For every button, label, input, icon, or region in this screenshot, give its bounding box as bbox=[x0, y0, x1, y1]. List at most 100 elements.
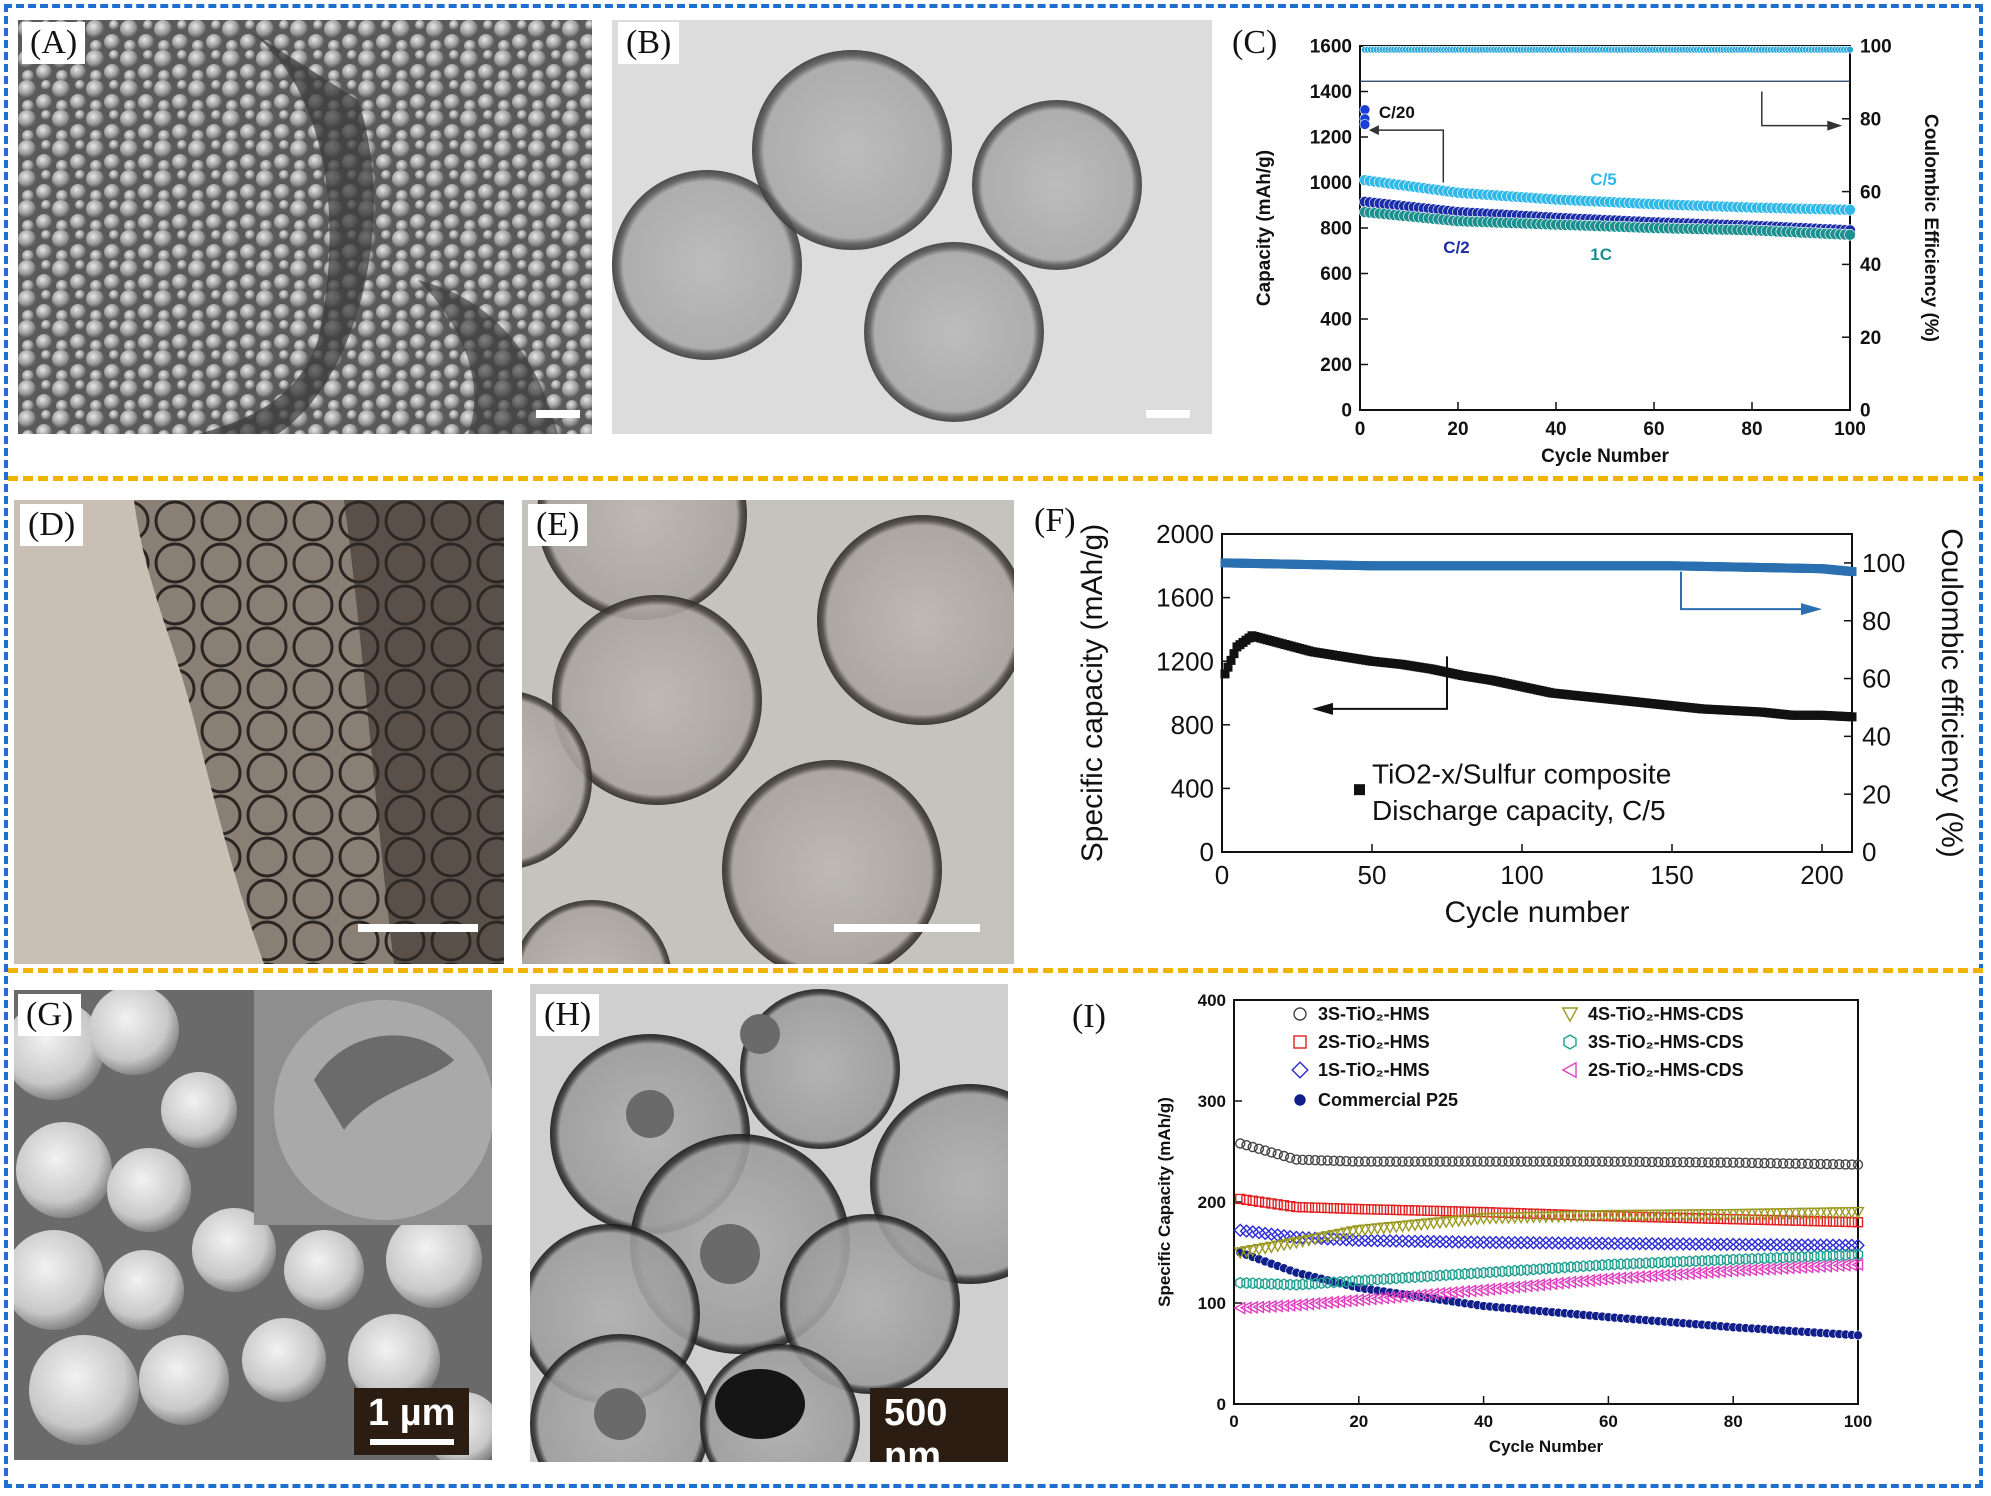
data-point bbox=[1339, 1294, 1352, 1308]
panel-label-e: (E) bbox=[528, 504, 588, 546]
data-point bbox=[1253, 1196, 1265, 1207]
data-point bbox=[1745, 1263, 1758, 1277]
data-point bbox=[1459, 1156, 1471, 1167]
data-point bbox=[1707, 1265, 1720, 1279]
data-point bbox=[1233, 1247, 1247, 1260]
data-point bbox=[1220, 669, 1230, 679]
x-tick-label: 20 bbox=[1349, 1412, 1368, 1431]
data-point bbox=[1547, 1262, 1558, 1275]
y-tick-label: 1600 bbox=[1156, 583, 1214, 613]
data-point bbox=[1645, 1269, 1658, 1283]
legend-text-line1: TiO2-x/Sulfur composite bbox=[1372, 759, 1671, 790]
data-point bbox=[1634, 1257, 1645, 1270]
data-point bbox=[1738, 1237, 1753, 1252]
data-point bbox=[1316, 1277, 1327, 1290]
panel-h-tem-image: 500 nm bbox=[530, 984, 1008, 1462]
data-point bbox=[1615, 1156, 1627, 1167]
data-point bbox=[1420, 1234, 1435, 1249]
data-point bbox=[1846, 45, 1854, 54]
annotation-c5: C/5 bbox=[1590, 170, 1616, 189]
data-point bbox=[1851, 1258, 1864, 1272]
data-point bbox=[1364, 1233, 1379, 1248]
data-point bbox=[1359, 119, 1371, 130]
data-point bbox=[1671, 1255, 1683, 1268]
data-point bbox=[1576, 1274, 1589, 1288]
data-point bbox=[1657, 1237, 1672, 1251]
scale-bar-label: 500 nm bbox=[884, 1392, 948, 1462]
data-point bbox=[1801, 1260, 1814, 1274]
data-point bbox=[1520, 1235, 1535, 1250]
data-point bbox=[1757, 1237, 1772, 1252]
data-point bbox=[1846, 1248, 1857, 1261]
data-point bbox=[1351, 1233, 1366, 1248]
data-point bbox=[1490, 1207, 1502, 1218]
data-point bbox=[1582, 1273, 1595, 1288]
chart-f: 0 50 100 150 2000400800120016002000020406080… bbox=[1076, 519, 1968, 929]
data-point bbox=[1403, 1271, 1414, 1284]
data-point bbox=[1439, 1286, 1452, 1300]
data-point bbox=[1688, 1266, 1701, 1280]
arrowhead-capacity bbox=[1312, 702, 1333, 715]
arrowhead-ce bbox=[1801, 603, 1822, 616]
data-point bbox=[1746, 1157, 1758, 1169]
data-point bbox=[1534, 1263, 1545, 1276]
data-point bbox=[1633, 1209, 1647, 1222]
data-point bbox=[1796, 1250, 1808, 1263]
data-point bbox=[1659, 1256, 1670, 1269]
y-tick-label: 0 bbox=[1200, 837, 1214, 867]
data-point bbox=[1626, 1236, 1641, 1251]
scale-bar-line bbox=[369, 1439, 454, 1445]
data-point bbox=[1688, 1237, 1703, 1251]
data-point bbox=[1614, 1271, 1627, 1285]
y-tick-label: 100 bbox=[1198, 1294, 1226, 1313]
data-point bbox=[1609, 1156, 1620, 1167]
data-point bbox=[1645, 1209, 1659, 1222]
data-point bbox=[1539, 1236, 1553, 1250]
data-point bbox=[1534, 1156, 1545, 1167]
panel-label-g: (G) bbox=[18, 994, 82, 1036]
data-point bbox=[1303, 1278, 1315, 1290]
data-point bbox=[1745, 1208, 1759, 1221]
data-point bbox=[1391, 1156, 1402, 1167]
data-point bbox=[1514, 1212, 1528, 1225]
data-point bbox=[1465, 1267, 1477, 1280]
data-point bbox=[1532, 1278, 1545, 1292]
legend-marker bbox=[1354, 784, 1365, 796]
data-point bbox=[1847, 567, 1857, 577]
data-point bbox=[1291, 1201, 1302, 1213]
data-point bbox=[1695, 1237, 1709, 1252]
data-point bbox=[1358, 1233, 1372, 1248]
data-point bbox=[1284, 1152, 1296, 1163]
data-point bbox=[1389, 1234, 1404, 1248]
data-point bbox=[1553, 1261, 1564, 1274]
y2-tick-label: 20 bbox=[1860, 328, 1881, 349]
data-point bbox=[1490, 1265, 1502, 1278]
data-point bbox=[1589, 1273, 1602, 1287]
data-point bbox=[1714, 1209, 1728, 1222]
data-point bbox=[1759, 1214, 1770, 1226]
data-point bbox=[1509, 1264, 1520, 1277]
data-point bbox=[1578, 1156, 1589, 1167]
data-point bbox=[1813, 1207, 1828, 1220]
data-point bbox=[1334, 1155, 1346, 1167]
data-point bbox=[1802, 1158, 1814, 1170]
data-point bbox=[1595, 1210, 1609, 1223]
data-point bbox=[1353, 1274, 1364, 1287]
data-point bbox=[1545, 1277, 1558, 1291]
data-point bbox=[1752, 1214, 1764, 1225]
data-point bbox=[1615, 1258, 1627, 1271]
data-point bbox=[1601, 1236, 1616, 1251]
data-point bbox=[1489, 1212, 1503, 1225]
data-point bbox=[1229, 649, 1239, 659]
data-point bbox=[1807, 1260, 1820, 1274]
data-point bbox=[1246, 1245, 1260, 1258]
data-point bbox=[1414, 1219, 1428, 1232]
data-point bbox=[1720, 1208, 1734, 1222]
data-point bbox=[1308, 1296, 1321, 1311]
data-point bbox=[1608, 1209, 1622, 1222]
data-point bbox=[1796, 1215, 1808, 1227]
data-point bbox=[1370, 1291, 1383, 1306]
data-point bbox=[1734, 1214, 1745, 1225]
x-axis-label: Cycle Number bbox=[1541, 446, 1669, 467]
data-point bbox=[1434, 1156, 1446, 1167]
